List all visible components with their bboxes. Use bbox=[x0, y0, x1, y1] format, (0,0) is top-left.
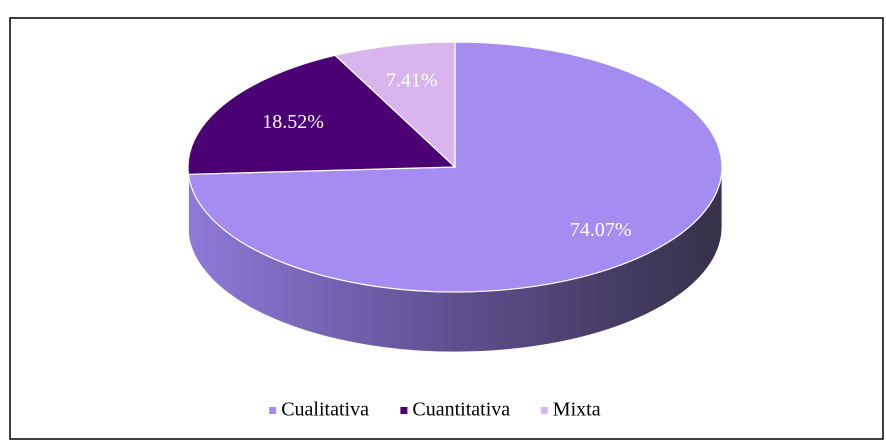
data-label: 7.41% bbox=[386, 69, 438, 91]
legend-label: Cuantitativa bbox=[412, 399, 510, 421]
data-label: 18.52% bbox=[262, 111, 324, 133]
legend-marker bbox=[540, 407, 548, 414]
legend-marker bbox=[269, 407, 277, 414]
slice bbox=[187, 54, 457, 175]
pie: 74.07% 18.52% 7.41% bbox=[187, 41, 723, 353]
legend-marker bbox=[400, 407, 408, 414]
data-label: 74.07% bbox=[570, 219, 632, 241]
legend-label: Cualitativa bbox=[281, 399, 369, 421]
slice bbox=[333, 41, 456, 169]
legend-label: Mixta bbox=[553, 399, 601, 421]
legend: Cualitativa Cuantitativa Mixta bbox=[269, 399, 601, 421]
